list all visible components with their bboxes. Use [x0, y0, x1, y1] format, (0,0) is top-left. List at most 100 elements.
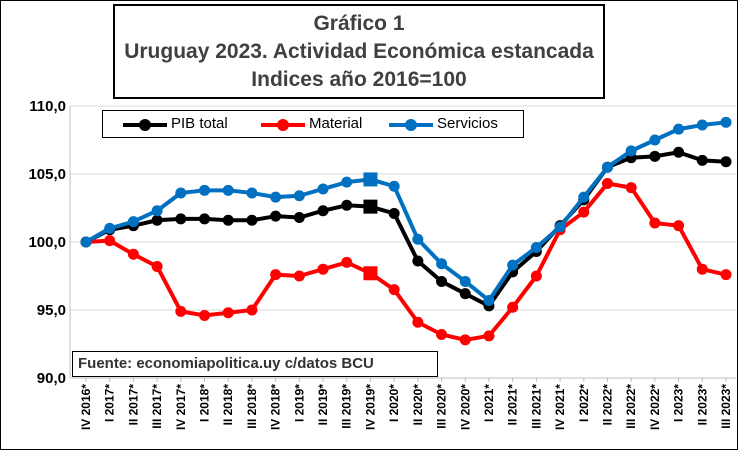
- data-point: [507, 301, 519, 313]
- x-tick-label: III 2022*: [624, 384, 638, 429]
- data-point: [388, 207, 400, 219]
- x-tick-label: I 2018*: [198, 384, 212, 422]
- legend-label-material: Material: [309, 115, 363, 132]
- data-point: [317, 205, 329, 217]
- series-line-servicios: [85, 120, 727, 303]
- data-point: [601, 178, 613, 190]
- x-tick-label: III 2018*: [245, 384, 259, 429]
- chart-title-line-3: Indices año 2016=100: [251, 68, 467, 91]
- series-line-material: [85, 181, 727, 342]
- data-point: [175, 187, 187, 199]
- data-point: [673, 146, 685, 158]
- data-point: [673, 123, 685, 135]
- x-tick-label: I 2020*: [387, 384, 401, 422]
- x-tick-label: II 2021*: [506, 384, 520, 426]
- x-tick-label: II 2022*: [600, 384, 614, 426]
- chart-legend: PIB total Material Servicios: [102, 110, 524, 138]
- data-point: [199, 309, 211, 321]
- y-axis-ticks: 90,0 95,0 100,0 105,0 110,0: [28, 98, 66, 387]
- data-point-square: [363, 172, 378, 187]
- series-layer: [80, 116, 732, 346]
- data-point: [436, 328, 448, 340]
- data-point: [246, 187, 258, 199]
- data-point: [696, 263, 708, 275]
- y-tick-label: 105,0: [28, 166, 66, 183]
- x-tick-label: II 2023*: [695, 384, 709, 426]
- legend-marker-material: [277, 119, 289, 131]
- data-point: [127, 216, 139, 228]
- data-point: [151, 214, 163, 226]
- data-point: [127, 248, 139, 260]
- x-tick-label: IV 2020*: [458, 384, 472, 430]
- x-tick-label: IV 2021*: [553, 384, 567, 430]
- x-tick-label: I 2019*: [292, 384, 306, 422]
- data-point: [649, 150, 661, 162]
- y-tick-label: 110,0: [29, 98, 66, 115]
- x-tick-label: III 2017*: [150, 384, 164, 429]
- data-point: [246, 304, 258, 316]
- data-point: [507, 259, 519, 271]
- data-point: [578, 206, 590, 218]
- x-tick-label: II 2019*: [316, 384, 330, 426]
- legend-label-servicios: Servicios: [437, 115, 498, 132]
- series-servicios: [80, 116, 732, 306]
- y-tick-label: 95,0: [37, 302, 66, 319]
- data-point: [104, 222, 116, 234]
- data-point: [436, 275, 448, 287]
- data-point: [293, 270, 305, 282]
- series-material: [80, 178, 732, 346]
- data-point: [222, 184, 234, 196]
- x-tick-label: IV 2019*: [363, 384, 377, 430]
- data-point: [673, 220, 685, 232]
- data-point: [317, 263, 329, 275]
- x-tick-label: IV 2022*: [648, 384, 662, 430]
- x-tick-label: III 2019*: [340, 384, 354, 429]
- data-point: [649, 134, 661, 146]
- data-point: [293, 190, 305, 202]
- data-point: [720, 116, 732, 128]
- data-point: [459, 288, 471, 300]
- chart-title-line-2: Uruguay 2023. Actividad Económica estanc…: [124, 40, 594, 63]
- x-tick-label: III 2023*: [719, 384, 733, 429]
- data-point: [483, 330, 495, 342]
- data-point: [720, 156, 732, 168]
- series-pib-total: [80, 146, 732, 312]
- data-point: [293, 212, 305, 224]
- x-tick-label: III 2020*: [435, 384, 449, 429]
- legend-marker-pib-total: [139, 119, 151, 131]
- x-tick-label: II 2017*: [126, 384, 140, 426]
- data-point: [601, 161, 613, 173]
- data-point: [388, 180, 400, 192]
- legend-marker-servicios: [405, 119, 417, 131]
- data-point: [459, 275, 471, 287]
- x-axis-ticks: IV 2016* I 2017* II 2017* III 2017* IV 2017*…: [79, 378, 733, 430]
- data-point: [412, 255, 424, 267]
- data-point: [199, 184, 211, 196]
- data-point: [270, 269, 282, 281]
- data-point: [175, 213, 187, 225]
- data-point: [483, 294, 495, 306]
- source-note: Fuente: economiapolitica.uy c/datos BCU: [72, 351, 438, 377]
- x-tick-label: II 2018*: [221, 384, 235, 426]
- data-point: [246, 214, 258, 226]
- data-point: [317, 183, 329, 195]
- data-point: [530, 241, 542, 253]
- data-point: [696, 154, 708, 166]
- x-tick-label: III 2021*: [529, 384, 543, 429]
- data-point: [151, 260, 163, 272]
- x-tick-label: IV 2016*: [79, 384, 93, 430]
- data-point: [388, 284, 400, 296]
- legend-label-pib-total: PIB total: [171, 115, 228, 132]
- x-tick-label: I 2022*: [577, 384, 591, 422]
- chart-title-box: Gráfico 1 Uruguay 2023. Actividad Económ…: [113, 4, 605, 99]
- data-point: [625, 182, 637, 194]
- y-tick-label: 100,0: [28, 234, 66, 251]
- data-point: [578, 191, 590, 203]
- data-point: [530, 270, 542, 282]
- series-line-pib-total: [85, 150, 727, 308]
- data-point: [151, 205, 163, 217]
- data-point: [720, 269, 732, 281]
- data-point-square: [363, 199, 378, 214]
